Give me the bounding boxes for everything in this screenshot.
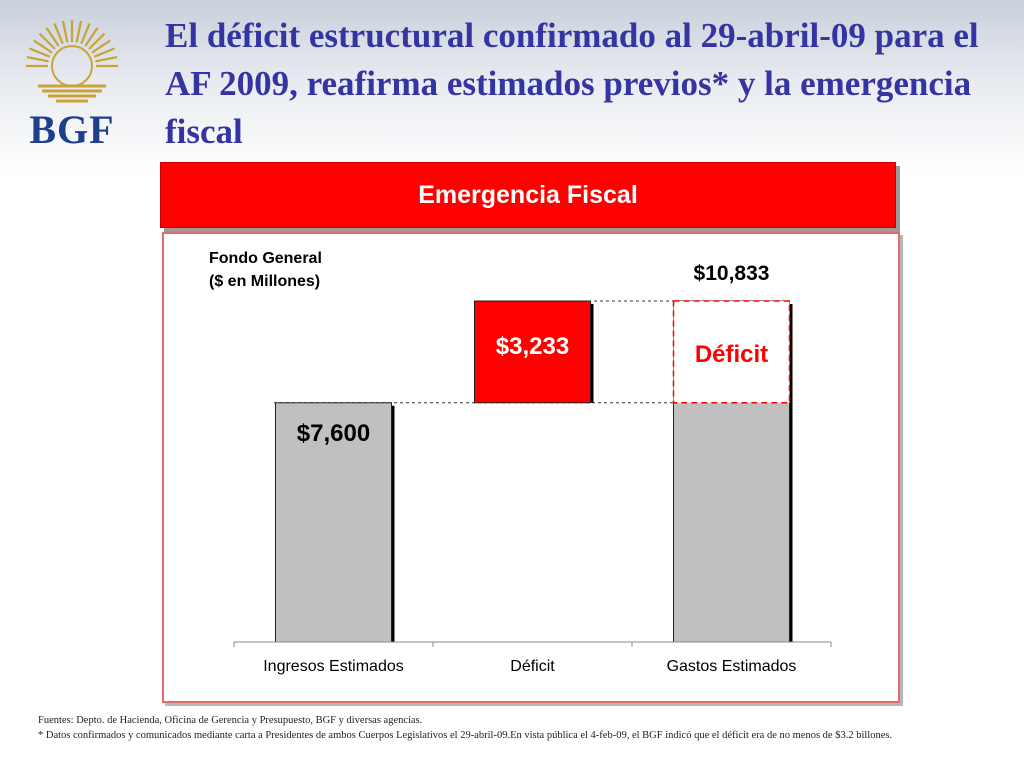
- waterfall-chart: Fondo General ($ en Millones) Déficit $7,60…: [209, 250, 832, 675]
- logo-ray: [26, 55, 49, 63]
- deficit-overlay: [672, 300, 791, 404]
- logo-text: BGF: [29, 107, 115, 152]
- logo-ray: [93, 47, 115, 58]
- header-band: [0, 0, 1024, 175]
- chart-panel: Fondo General ($ en Millones) Déficit $7,60…: [162, 232, 900, 703]
- logo-ray: [84, 27, 99, 47]
- emergency-banner: Emergencia Fiscal: [160, 162, 896, 228]
- sunburst-logo-icon: [26, 20, 118, 103]
- logo-ray: [33, 39, 53, 54]
- logo-ray: [91, 39, 111, 54]
- bar-1: [474, 300, 591, 404]
- data-label-gastos: $10,833: [694, 262, 770, 285]
- data-label-ingresos: $7,600: [297, 420, 370, 447]
- logo-ray: [75, 20, 83, 43]
- footnote-sources: Fuentes: Depto. de Hacienda, Oficina de …: [38, 715, 423, 726]
- chart-subtitle: ($ en Millones): [209, 273, 320, 290]
- chart-title: Fondo General: [209, 250, 322, 267]
- logo-ray: [61, 20, 69, 43]
- slide-title: El déficit estructural confirmado al 29-…: [165, 16, 979, 151]
- logo-ray: [88, 32, 106, 50]
- footnote-note: * Datos confirmados y comunicados median…: [38, 730, 893, 741]
- logo-ray: [95, 55, 118, 63]
- bgf-logo: BGF: [20, 14, 130, 152]
- logo-ray: [29, 47, 51, 58]
- logo-ray: [38, 32, 56, 50]
- logo-ray: [45, 27, 60, 47]
- logo-ray: [53, 23, 64, 45]
- x-tick-label: Déficit: [510, 658, 555, 675]
- deficit-overlay-label: Déficit: [695, 341, 768, 368]
- bar-0: [275, 402, 392, 643]
- footnote: Fuentes: Depto. de Hacienda, Oficina de …: [38, 713, 968, 743]
- x-tick-label: Ingresos Estimados: [263, 658, 404, 675]
- logo-ray: [80, 23, 91, 45]
- data-label-deficit: $3,233: [496, 333, 569, 360]
- x-tick-label: Gastos Estimados: [667, 658, 797, 675]
